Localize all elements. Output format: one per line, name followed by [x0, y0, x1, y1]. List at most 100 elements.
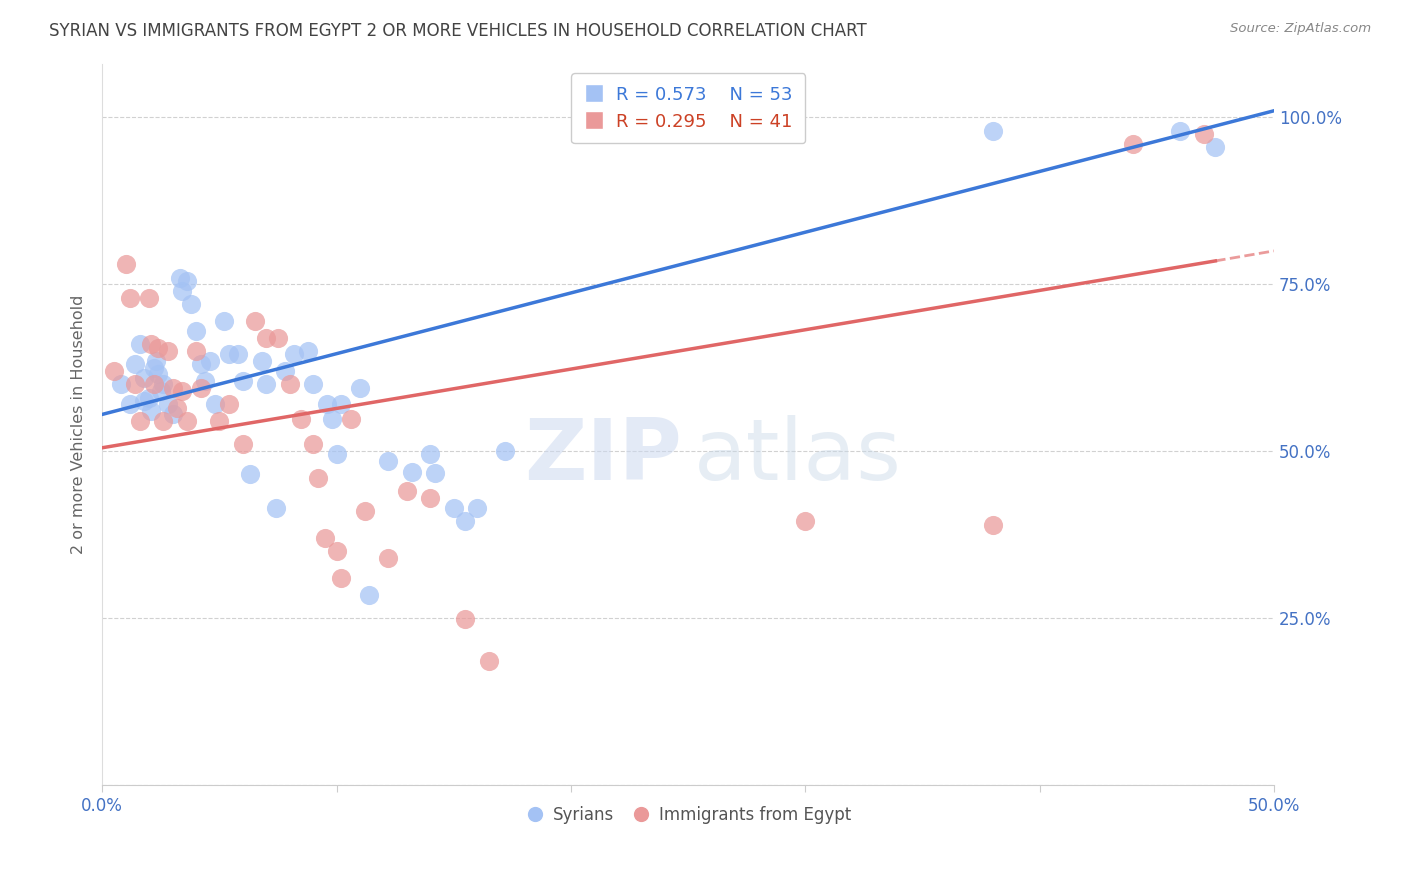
Point — [359, 588, 381, 602]
Point — [278, 377, 301, 392]
Point — [254, 377, 277, 392]
Point — [349, 381, 371, 395]
Point — [138, 391, 160, 405]
Point — [264, 500, 287, 515]
Point — [274, 364, 297, 378]
Point — [465, 500, 488, 515]
Point — [283, 347, 305, 361]
Legend: Syrians, Immigrants from Egypt: Syrians, Immigrants from Egypt — [517, 799, 858, 830]
Point — [232, 437, 254, 451]
Point — [377, 550, 399, 565]
Point — [162, 381, 184, 395]
Point — [134, 370, 156, 384]
Point — [138, 291, 160, 305]
Point — [148, 341, 170, 355]
Point — [314, 531, 336, 545]
Point — [1204, 140, 1226, 154]
Point — [377, 454, 399, 468]
Point — [141, 404, 163, 418]
Point — [212, 314, 235, 328]
Point — [162, 408, 184, 422]
Point — [794, 514, 817, 528]
Point — [176, 274, 198, 288]
Point — [176, 414, 198, 428]
Point — [239, 467, 262, 482]
Text: SYRIAN VS IMMIGRANTS FROM EGYPT 2 OR MORE VEHICLES IN HOUSEHOLD CORRELATION CHAR: SYRIAN VS IMMIGRANTS FROM EGYPT 2 OR MOR… — [49, 22, 868, 40]
Point — [152, 377, 174, 392]
Point — [190, 357, 212, 371]
Point — [1122, 137, 1144, 152]
Point — [204, 397, 226, 411]
Point — [254, 331, 277, 345]
Point — [443, 500, 465, 515]
Point — [124, 357, 146, 371]
Point — [226, 347, 249, 361]
Point — [190, 381, 212, 395]
Point — [145, 354, 167, 368]
Point — [243, 314, 266, 328]
Point — [149, 384, 172, 398]
Point — [395, 484, 418, 499]
Point — [250, 354, 273, 368]
Point — [152, 414, 174, 428]
Point — [307, 471, 329, 485]
Point — [419, 447, 441, 461]
Point — [353, 504, 375, 518]
Point — [302, 377, 325, 392]
Point — [110, 377, 132, 392]
Point — [339, 412, 361, 426]
Point — [302, 437, 325, 451]
Point — [148, 368, 170, 382]
Point — [494, 444, 516, 458]
Point — [124, 377, 146, 392]
Text: ZIP: ZIP — [524, 416, 682, 499]
Y-axis label: 2 or more Vehicles in Household: 2 or more Vehicles in Household — [72, 294, 86, 554]
Point — [128, 414, 150, 428]
Point — [321, 412, 343, 426]
Text: atlas: atlas — [695, 416, 901, 499]
Point — [218, 347, 240, 361]
Point — [170, 384, 193, 398]
Point — [194, 374, 217, 388]
Point — [142, 360, 165, 375]
Point — [290, 412, 312, 426]
Point — [141, 337, 163, 351]
Point — [169, 270, 191, 285]
Point — [423, 466, 446, 480]
Point — [419, 491, 441, 505]
Point — [114, 257, 136, 271]
Point — [981, 517, 1004, 532]
Point — [401, 466, 423, 480]
Point — [180, 297, 202, 311]
Point — [128, 337, 150, 351]
Point — [478, 654, 501, 668]
Point — [1168, 124, 1191, 138]
Point — [142, 377, 165, 392]
Point — [981, 124, 1004, 138]
Point — [156, 397, 179, 411]
Point — [134, 394, 156, 409]
Point — [454, 514, 477, 528]
Point — [316, 397, 339, 411]
Point — [166, 401, 188, 415]
Point — [198, 354, 221, 368]
Point — [120, 291, 142, 305]
Point — [297, 344, 319, 359]
Point — [330, 571, 353, 585]
Point — [454, 612, 477, 626]
Point — [170, 284, 193, 298]
Point — [184, 324, 207, 338]
Point — [218, 397, 240, 411]
Point — [120, 397, 142, 411]
Point — [330, 397, 353, 411]
Point — [208, 414, 231, 428]
Point — [103, 364, 125, 378]
Text: Source: ZipAtlas.com: Source: ZipAtlas.com — [1230, 22, 1371, 36]
Point — [184, 344, 207, 359]
Point — [325, 544, 347, 558]
Point — [267, 331, 290, 345]
Point — [325, 447, 347, 461]
Point — [232, 374, 254, 388]
Point — [156, 344, 179, 359]
Point — [1192, 127, 1215, 141]
